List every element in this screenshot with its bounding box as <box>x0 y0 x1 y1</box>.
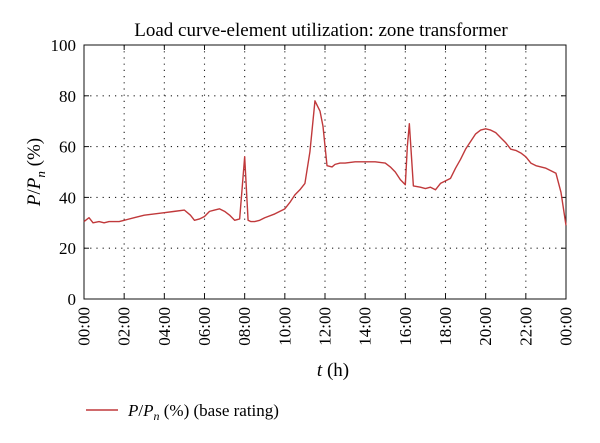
y-axis-label-p: P <box>24 194 45 207</box>
legend-label: P/Pn (%) (base rating) <box>127 401 279 423</box>
x-tick-label: 06:00 <box>195 307 214 346</box>
tick-labels: 0 20 40 60 80 100 00:00 02:00 04:00 06:00 08:00 10:… <box>51 36 576 346</box>
y-axis-label: P/Pn (%) <box>24 138 48 207</box>
legend-label-p: P <box>127 401 138 420</box>
x-axis-unit: (h) <box>322 360 349 381</box>
y-axis-label-pn: P <box>24 177 45 190</box>
y-tick-label: 0 <box>68 290 77 309</box>
y-axis-label-slash: / <box>24 189 45 195</box>
y-tick-label: 20 <box>59 239 76 258</box>
x-tick-label: 16:00 <box>396 307 415 346</box>
x-tick-label: 20:00 <box>476 307 495 346</box>
grid-lines <box>84 45 566 299</box>
legend: P/Pn (%) (base rating) <box>86 401 279 423</box>
x-tick-label: 04:00 <box>155 307 174 346</box>
y-tick-label: 80 <box>59 87 76 106</box>
x-axis-var: t <box>317 360 323 381</box>
y-tick-label: 60 <box>59 138 76 157</box>
x-tick-label: 10:00 <box>275 307 294 346</box>
legend-label-rest: (%) (base rating) <box>160 401 279 420</box>
x-axis-label: t (h) <box>317 360 349 381</box>
x-tick-label: 02:00 <box>115 307 134 346</box>
series-line-base-rating <box>83 100 567 226</box>
legend-label-pn: P <box>142 401 153 420</box>
y-axis-label-subscript: n <box>33 171 48 178</box>
x-tick-label: 00:00 <box>75 307 94 346</box>
x-tick-label: 14:00 <box>356 307 375 346</box>
x-tick-label: 12:00 <box>316 307 335 346</box>
y-tick-label: 100 <box>51 36 77 55</box>
axis-ticks <box>83 44 567 300</box>
x-tick-label: 08:00 <box>235 307 254 346</box>
chart-title: Load curve-element utilization: zone tra… <box>134 20 508 41</box>
y-axis-label-unit: (%) <box>24 138 45 171</box>
legend-label-subscript: n <box>154 409 160 423</box>
legend-label-slash: / <box>138 401 143 420</box>
x-tick-label: 00:00 <box>557 307 576 346</box>
x-tick-label: 18:00 <box>436 307 455 346</box>
x-tick-label: 22:00 <box>516 307 535 346</box>
y-tick-label: 40 <box>59 188 76 207</box>
